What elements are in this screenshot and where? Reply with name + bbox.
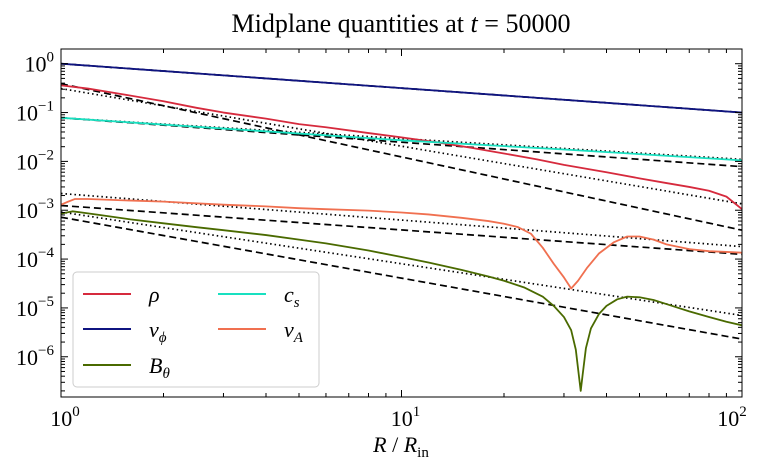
legend-label-v-phi: vϕ [149,317,167,346]
y-tick-label: 10−5 [16,294,54,321]
y-tick-label: 10−3 [16,196,54,223]
plot-frame [60,48,743,398]
reference-line-dashed-1 [61,82,742,232]
y-tick-label: 100 [25,50,55,77]
legend-box [72,271,320,388]
series-line-v-phi [61,62,742,114]
series-lines [61,62,742,392]
legend-label-rho: ρ [148,282,160,307]
series-line-B-theta [61,210,742,392]
legend-label-v-A: vA [284,317,304,346]
y-tick-label: 10−6 [16,343,54,370]
y-tick-label: 10−2 [16,147,54,174]
chart-title: Midplane quantities at t = 50000 [232,9,571,38]
series-line-rho [61,84,742,210]
reference-line-dashed-3 [61,204,742,256]
y-tick-label: 10−4 [16,245,54,272]
reference-line-dashed-4 [61,216,742,340]
legend: ρ vϕ Bθ cs vA [72,271,320,388]
x-tick-label: 101 [391,404,421,431]
series-line-v-A [61,198,742,290]
tick-labels: 100 101 102 100 10−1 10−2 10−3 10−4 10−5 10−6 [16,50,747,431]
legend-label-B-theta: Bθ [149,353,170,382]
series-line-c-s [61,116,742,162]
x-tick-label: 102 [717,404,747,431]
x-tick-label: 100 [50,404,80,431]
y-tick-label: 10−1 [16,99,54,126]
x-axis-label: R / Rin [372,432,429,461]
legend-label-c-s: cs [284,282,300,311]
